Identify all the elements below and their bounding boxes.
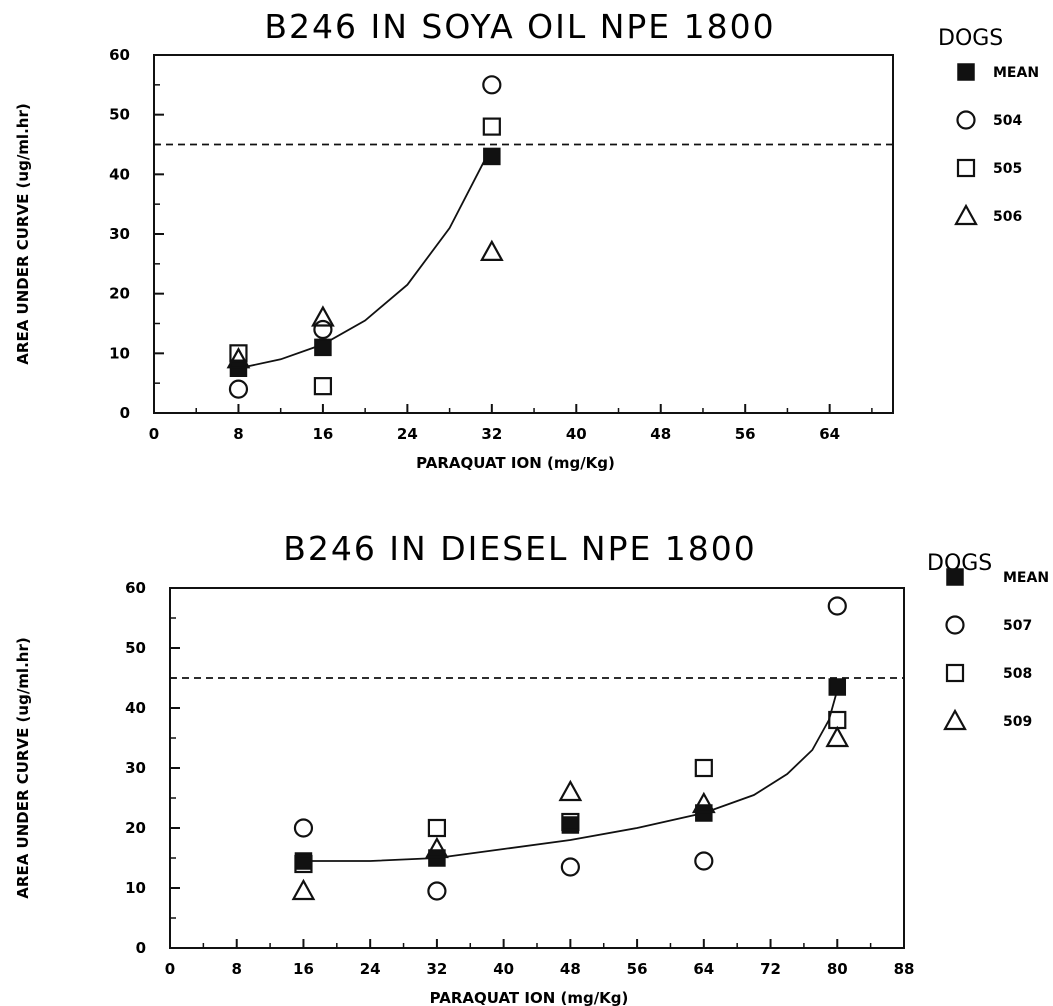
y-tick-label: 20 [125, 819, 146, 837]
y-tick-label: 20 [109, 285, 130, 303]
data-point-506 [226, 347, 251, 369]
data-point-505 [482, 117, 501, 136]
legend-label: 508 [1003, 666, 1032, 682]
data-point-509 [691, 791, 716, 814]
legend-marker-508 [945, 663, 965, 683]
legend-label: 507 [1003, 618, 1032, 634]
x-tick-label: 24 [397, 425, 418, 443]
legend-marker-504 [956, 110, 976, 130]
x-tick-label: 24 [360, 960, 381, 978]
legend-label: MEAN [993, 65, 1039, 81]
legend-marker-505 [956, 158, 976, 178]
data-point-509 [425, 836, 449, 859]
data-point-504 [482, 75, 502, 95]
data-point-mean [483, 147, 501, 166]
legend-label: 509 [1003, 714, 1032, 730]
x-tick-label: 64 [819, 425, 840, 443]
fit-curve [238, 155, 488, 370]
plot-frame [153, 54, 894, 414]
chart-panel-soya: B246 IN SOYA OIL NPE 1800 0 8 16 24 32 40 48 56 6… [14, 7, 1039, 472]
data-point-509 [825, 725, 850, 748]
chart-group: B246 IN DIESEL NPE 1800 0 8 16 24 32 40 48 56 64 7… [14, 529, 1049, 1006]
x-tick-label: 40 [566, 425, 587, 443]
legend-title: DOGS [938, 26, 1003, 51]
legend-label: MEAN [1003, 570, 1049, 586]
x-tick-label: 64 [693, 960, 714, 978]
x-tick-label: 0 [165, 960, 175, 978]
y-tick-label: 30 [109, 225, 130, 243]
chart-title: B246 IN SOYA OIL NPE 1800 [264, 7, 775, 46]
chart-soya-svg: B246 IN SOYA OIL NPE 1800 0 8 16 24 32 40 48 56 6… [14, 7, 1039, 472]
y-tick-label: 50 [125, 639, 146, 657]
data-point-508 [294, 854, 313, 874]
y-tick-label: 10 [125, 879, 146, 897]
y-tick-label: 30 [125, 759, 146, 777]
legend-marker-507 [945, 615, 965, 635]
chart-panel-diesel: B246 IN DIESEL NPE 1800 0 8 16 24 32 40 48 56 64 7… [0, 503, 1053, 1006]
data-point-507 [560, 857, 580, 877]
legend-label: 505 [993, 161, 1022, 177]
legend-marker-mean [946, 568, 964, 586]
fit-curve [303, 689, 839, 862]
data-point-508 [561, 812, 580, 832]
data-point-508 [694, 758, 713, 778]
data-point-506 [479, 239, 504, 261]
chart-diesel-svg: B246 IN DIESEL NPE 1800 0 8 16 24 32 40 48 56 64 7… [14, 529, 1049, 1006]
data-point-509 [558, 779, 583, 802]
y-tick-label: 60 [109, 46, 130, 64]
data-point-505 [313, 377, 333, 396]
data-point-505 [229, 344, 248, 363]
y-tick-label: 50 [109, 106, 130, 124]
x-tick-label: 8 [233, 425, 243, 443]
legend-marker-509 [943, 708, 967, 731]
x-tick-label: 8 [232, 960, 242, 978]
data-point-507 [694, 851, 714, 871]
data-point-509 [291, 878, 316, 901]
x-axis-label: PARAQUAT ION (mg/Kg) [416, 454, 615, 472]
y-tick-label: 10 [109, 344, 130, 362]
x-tick-label: 0 [149, 425, 159, 443]
x-tick-label: 56 [735, 425, 756, 443]
data-point-507 [427, 881, 447, 901]
x-tick-label: 40 [493, 960, 514, 978]
x-tick-label: 16 [293, 960, 314, 978]
x-axis-label: PARAQUAT ION (mg/Kg) [430, 989, 629, 1006]
x-tick-label: 32 [481, 425, 502, 443]
legend-marker-506 [954, 203, 978, 226]
data-point-507 [827, 596, 847, 616]
y-tick-label: 40 [109, 165, 130, 183]
y-axis-label: AREA UNDER CURVE (ug/ml.hr) [14, 103, 32, 364]
legend-label: 506 [993, 209, 1022, 225]
x-tick-label: 72 [760, 960, 781, 978]
x-tick-label: 16 [312, 425, 333, 443]
y-tick-label: 60 [125, 579, 146, 597]
data-point-507 [293, 818, 314, 838]
data-point-508 [828, 710, 847, 730]
data-point-504 [313, 319, 333, 340]
x-tick-label: 32 [426, 960, 447, 978]
x-tick-label: 56 [627, 960, 648, 978]
data-point-mean [314, 338, 332, 357]
legend-marker-mean [957, 63, 975, 81]
y-tick-label: 0 [136, 939, 146, 957]
x-tick-label: 80 [827, 960, 848, 978]
chart-group: B246 IN SOYA OIL NPE 1800 0 8 16 24 32 40 48 56 6… [14, 7, 1039, 472]
x-tick-label: 48 [560, 960, 581, 978]
y-axis-label: AREA UNDER CURVE (ug/ml.hr) [14, 637, 32, 898]
y-tick-label: 0 [120, 404, 130, 422]
data-point-mean [828, 678, 847, 696]
x-tick-label: 48 [650, 425, 671, 443]
legend-label: 504 [993, 113, 1022, 129]
y-tick-label: 40 [125, 699, 146, 717]
data-point-508 [427, 818, 447, 838]
data-point-506 [311, 305, 335, 327]
data-point-504 [228, 379, 249, 399]
x-tick-label: 88 [894, 960, 915, 978]
chart-title: B246 IN DIESEL NPE 1800 [283, 529, 757, 568]
